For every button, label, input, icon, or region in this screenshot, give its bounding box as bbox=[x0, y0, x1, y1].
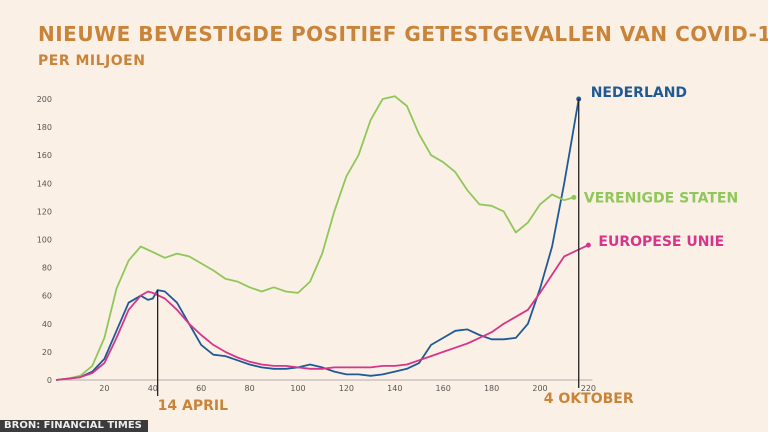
x-tick-label: 20 bbox=[99, 384, 109, 393]
x-tick-label: 160 bbox=[436, 384, 451, 393]
annotation-label: 14 APRIL bbox=[158, 398, 228, 414]
y-tick-label: 100 bbox=[37, 236, 52, 245]
chart-title: NIEUWE BEVESTIGDE POSITIEF GETESTGEVALLE… bbox=[38, 22, 768, 46]
y-tick-label: 40 bbox=[42, 320, 52, 329]
series-label: NEDERLAND bbox=[591, 85, 687, 101]
series-label: VERENIGDE STATEN bbox=[584, 190, 738, 206]
y-tick-label: 140 bbox=[37, 179, 52, 188]
series-line bbox=[55, 98, 580, 381]
annotation-label: 4 OKTOBER bbox=[544, 391, 634, 407]
x-tick-label: 220 bbox=[581, 384, 596, 393]
x-tick-label: 120 bbox=[339, 384, 354, 393]
series-line bbox=[55, 95, 575, 381]
y-tick-label: 80 bbox=[42, 264, 52, 273]
series-line bbox=[55, 244, 589, 381]
chart-subtitle: PER MILJOEN bbox=[38, 53, 146, 69]
x-tick-label: 200 bbox=[532, 384, 547, 393]
x-tick-label: 80 bbox=[245, 384, 255, 393]
x-tick-label: 40 bbox=[148, 384, 158, 393]
series-label: EUROPESE UNIE bbox=[598, 234, 724, 250]
y-tick-label: 120 bbox=[37, 207, 52, 216]
y-tick-label: 160 bbox=[37, 151, 52, 160]
y-tick-label: 180 bbox=[37, 123, 52, 132]
y-tick-label: 20 bbox=[42, 348, 52, 357]
x-tick-label: 180 bbox=[484, 384, 499, 393]
series-end-dot bbox=[571, 194, 577, 200]
y-tick-label: 60 bbox=[42, 292, 52, 301]
x-tick-label: 100 bbox=[290, 384, 305, 393]
y-tick-label: 200 bbox=[37, 95, 52, 104]
source-credit: BRON: FINANCIAL TIMES bbox=[0, 420, 148, 432]
x-tick-label: 140 bbox=[387, 384, 402, 393]
y-tick-label: 0 bbox=[47, 376, 52, 385]
series-end-dot bbox=[585, 242, 591, 248]
x-tick-label: 60 bbox=[196, 384, 206, 393]
